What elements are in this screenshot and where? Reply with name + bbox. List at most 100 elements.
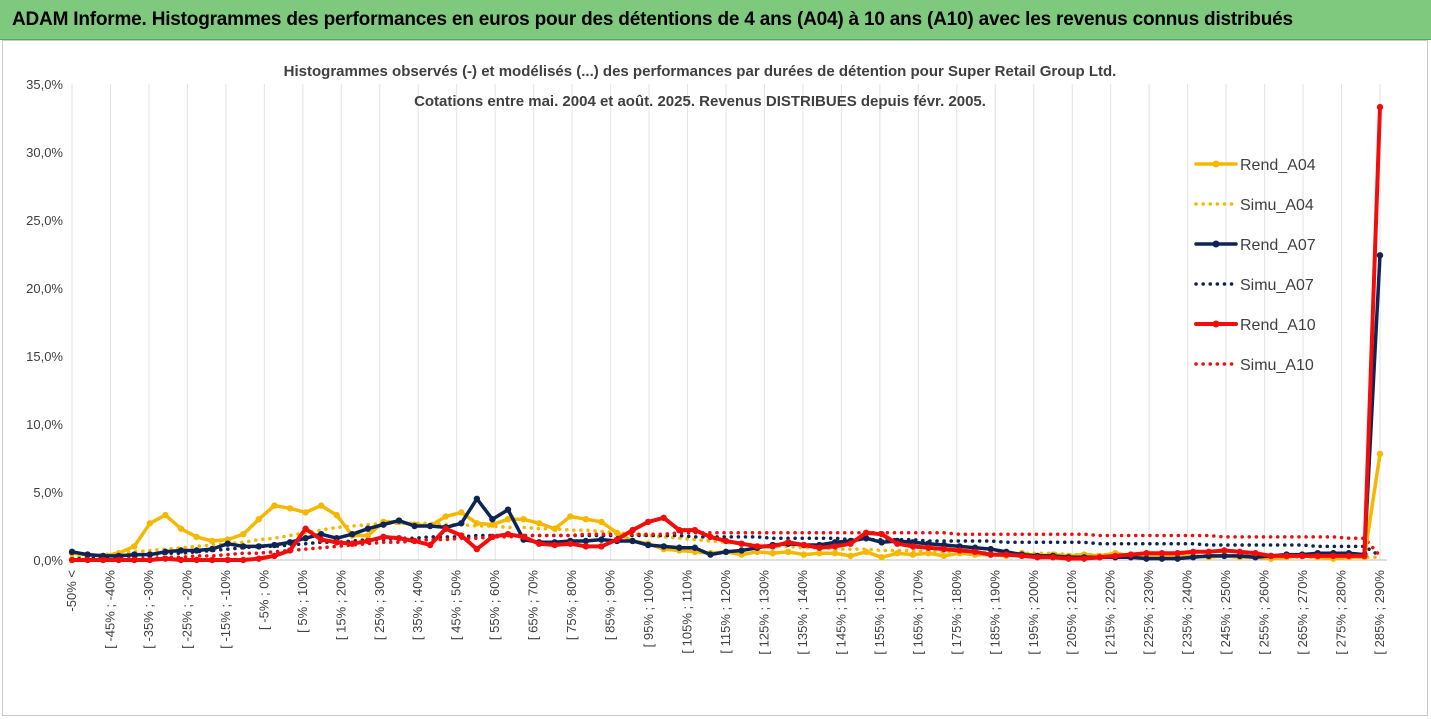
report-title: ADAM Informe. Histogrammes des performan…	[12, 9, 1293, 30]
data-point	[68, 556, 76, 564]
data-point	[878, 530, 885, 538]
x-tick-label: [ 135% ; 140%	[795, 570, 810, 655]
data-point	[567, 513, 574, 520]
data-point	[364, 525, 372, 532]
data-point	[1298, 552, 1306, 560]
data-point	[442, 513, 449, 520]
data-point	[862, 535, 870, 542]
data-point	[224, 556, 231, 564]
data-point	[473, 545, 481, 553]
data-point	[177, 525, 185, 532]
data-point	[489, 521, 496, 528]
data-point	[738, 547, 745, 554]
data-point	[598, 518, 605, 526]
data-point	[707, 551, 714, 558]
data-point	[286, 547, 294, 554]
data-point	[1236, 548, 1244, 556]
data-point	[84, 556, 91, 564]
data-point	[68, 548, 76, 556]
data-point	[816, 544, 823, 551]
legend-marker	[1212, 160, 1220, 168]
x-tick-label: [ 145% ; 150%	[833, 570, 848, 655]
data-point	[691, 526, 699, 534]
legend-item: Simu_A04	[1194, 197, 1314, 214]
data-point	[286, 505, 294, 512]
data-point	[894, 550, 901, 557]
data-point	[286, 539, 294, 546]
x-tick-label: [ -35% ; -30%	[141, 570, 156, 649]
y-tick-label: 25,0%	[26, 213, 63, 228]
data-point	[582, 537, 590, 545]
x-tick-label: [ 285% ; 290%	[1372, 570, 1387, 655]
x-tick-label: [ 225% ; 230%	[1141, 570, 1156, 655]
legend-label: Rend_A07	[1240, 237, 1316, 254]
data-point	[769, 550, 776, 557]
data-point	[738, 540, 745, 547]
data-point	[1096, 554, 1103, 561]
data-point	[1267, 552, 1275, 560]
legend-item: Rend_A07	[1194, 237, 1316, 254]
x-tick-label: [ -25% ; -20%	[179, 570, 194, 649]
x-tick-label: [ 85% ; 90%	[603, 570, 618, 641]
data-point	[224, 540, 231, 547]
data-point	[255, 543, 263, 550]
chart-frame	[2, 40, 1428, 716]
data-point	[1376, 252, 1384, 259]
x-tick-label: [ 65% ; 70%	[526, 570, 541, 641]
data-point	[660, 514, 667, 522]
data-point	[193, 547, 200, 554]
data-point	[520, 533, 527, 541]
data-point	[333, 539, 340, 546]
data-point	[162, 548, 169, 556]
data-point	[1018, 552, 1026, 560]
data-point	[987, 551, 994, 558]
legend: Rend_A04 Simu_A04 Rend_A07 Simu_A07 Rend_A10…	[1194, 157, 1316, 374]
data-point	[255, 555, 263, 562]
x-tick-label: [ 105% ; 110%	[680, 570, 695, 654]
y-tick-label: 0,0%	[33, 553, 63, 568]
data-point	[644, 541, 652, 549]
y-tick-label: 30,0%	[26, 145, 63, 160]
data-point	[240, 556, 247, 564]
data-point	[1376, 450, 1384, 458]
data-point	[862, 548, 870, 556]
data-point	[1065, 555, 1072, 562]
data-point	[177, 547, 185, 554]
data-point	[146, 520, 154, 527]
data-point	[567, 540, 574, 547]
data-point	[208, 537, 216, 545]
x-tick-label: [ 75% ; 80%	[564, 570, 579, 641]
data-point	[271, 541, 278, 549]
data-point	[1003, 551, 1010, 558]
series-lines	[68, 103, 1384, 564]
x-tick-label: [ 25% ; 30%	[372, 570, 387, 641]
legend-label: Simu_A04	[1240, 197, 1314, 214]
data-point	[878, 554, 885, 561]
data-point	[349, 530, 356, 538]
x-tick-label: [ 115% ; 120%	[718, 570, 733, 654]
data-point	[302, 535, 309, 542]
y-tick-label: 10,0%	[26, 417, 63, 432]
x-tick-label: [ 55% ; 60%	[487, 570, 502, 641]
data-point	[722, 537, 730, 545]
data-point	[1189, 548, 1197, 556]
data-point	[162, 511, 169, 519]
data-point	[847, 552, 854, 560]
data-point	[271, 502, 278, 509]
data-point	[598, 536, 605, 543]
data-point	[271, 552, 278, 560]
data-point	[722, 548, 730, 556]
data-point	[1361, 552, 1368, 560]
x-tick-label: [ 125% ; 130%	[756, 570, 771, 655]
data-point	[535, 520, 543, 527]
x-tick-label: [ 265% ; 270%	[1295, 570, 1310, 655]
chart-title-line2: Cotations entre mai. 2004 et août. 2025.…	[414, 93, 986, 110]
data-point	[504, 530, 512, 538]
data-point	[629, 537, 636, 545]
x-tick-label: [ 15% ; 20%	[333, 570, 348, 641]
data-point	[473, 495, 481, 502]
data-point	[255, 516, 263, 523]
data-point	[458, 532, 465, 539]
data-point	[364, 537, 372, 545]
data-point	[99, 556, 107, 564]
